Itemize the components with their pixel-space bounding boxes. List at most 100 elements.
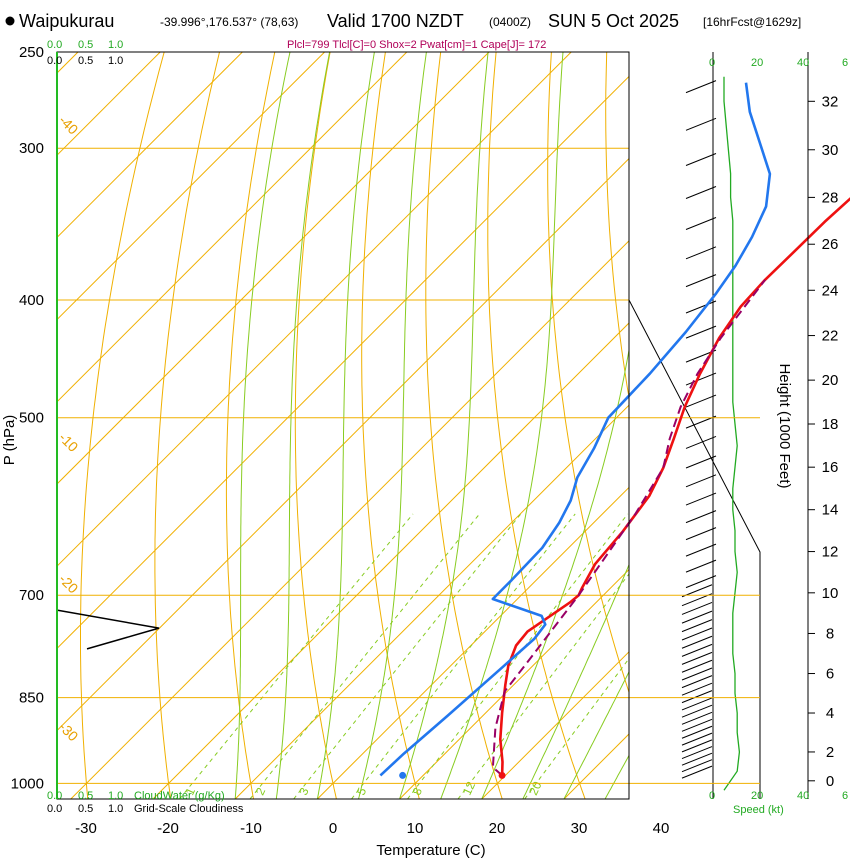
wind-barb	[685, 325, 717, 339]
overlays: 0 10 20 30	[56, 51, 850, 784]
surface-dewpoint-marker	[399, 771, 407, 779]
dry-adiabat	[80, 52, 165, 799]
height-axis-label: Height (1000 Feet)	[776, 363, 793, 488]
wind-barb	[681, 739, 713, 753]
cloudwater-tick: 1.0	[108, 790, 123, 802]
surface-temp-marker	[498, 771, 506, 779]
height-tick: 2	[826, 744, 834, 761]
wind-barb	[681, 659, 713, 673]
wind-barb	[685, 186, 717, 199]
x-tick: -10	[240, 820, 262, 837]
height-tick: 0	[826, 773, 834, 790]
isotherm-label: -20	[56, 571, 82, 597]
wind-speed-profile	[723, 76, 741, 791]
y-axis-label: P (hPa)	[1, 415, 18, 466]
mixing-ratio-label: 8	[409, 785, 425, 797]
wind-barb	[685, 274, 717, 288]
height-tick: 30	[822, 142, 839, 159]
height-tick: 4	[826, 705, 834, 722]
wind-barb	[685, 80, 717, 94]
cloudwater-tick: 0.5	[78, 790, 93, 802]
x-tick: 0	[329, 820, 337, 837]
pressure-tick: 1000	[11, 775, 44, 792]
wind-barb	[681, 602, 713, 615]
wind-barb	[685, 492, 717, 506]
wind-barb	[685, 527, 717, 541]
cloudwater-top-tick: 0.0	[47, 39, 62, 51]
pressure-tick: 500	[19, 410, 44, 427]
mixing-ratio-line	[457, 573, 629, 799]
mixing-ratio-label: 3	[296, 785, 312, 797]
wind-barb	[685, 455, 717, 469]
cloudwater-top-tick: 1.0	[108, 39, 123, 51]
dewpoint-line	[379, 82, 772, 777]
station-name: Waipukurau	[19, 11, 114, 31]
wind-barb	[681, 718, 713, 732]
cloudiness-label: Grid-Scale Cloudiness	[134, 803, 244, 815]
cloudiness-tick: 0.5	[78, 803, 93, 815]
x-tick: -20	[157, 820, 179, 837]
wind-barb	[681, 627, 713, 641]
isotherm-line	[317, 486, 629, 799]
isotherm-line	[57, 52, 243, 239]
cloudwater-top-tick: 0.5	[78, 39, 93, 51]
parcel-line	[491, 279, 766, 777]
height-tick: 6	[826, 666, 834, 683]
mixing-ratio-label: 12	[460, 779, 478, 797]
x-tick: 20	[489, 820, 506, 837]
wind-barb	[681, 746, 713, 760]
x-tick: 10	[407, 820, 424, 837]
dry-adiabat	[487, 52, 586, 799]
height-tick: 32	[822, 93, 839, 110]
mixing-ratio-label: 2	[253, 785, 269, 797]
wind-barb	[681, 667, 713, 681]
temperature-line	[498, 197, 850, 776]
station-dot	[5, 16, 15, 26]
isotherm-line	[57, 52, 572, 567]
x-axis-ticks: -30 -20 -10 0 10 20 30 40	[75, 820, 669, 837]
height-tick: 26	[822, 236, 839, 253]
speed-tick: 20	[751, 790, 763, 802]
height-tick: 22	[822, 328, 839, 345]
mixing-ratio-line	[179, 513, 414, 799]
wind-barb	[681, 643, 713, 657]
isotherm-line	[57, 52, 408, 403]
moist-adiabat	[646, 52, 850, 799]
speed-tick: 6	[842, 790, 848, 802]
isotherm-line	[481, 651, 629, 799]
height-tick: 24	[822, 282, 839, 299]
stability-indices: Plcl=799 Tlcl[C]=0 Shox=2 Pwat[cm]=1 Cap…	[287, 39, 546, 51]
height-tick: 12	[822, 544, 839, 561]
cloudwater-tick: 0.0	[47, 790, 62, 802]
pressure-tick: 250	[19, 44, 44, 61]
speed-top-tick: 40	[797, 57, 809, 69]
wind-barb	[681, 759, 713, 773]
isotherm-line	[646, 52, 850, 799]
pressure-tick: 300	[19, 140, 44, 157]
wind-barb	[685, 300, 717, 314]
mixing-ratio-line	[293, 513, 522, 799]
isotherm-line	[57, 52, 325, 321]
zulu-time: (0400Z)	[489, 15, 531, 29]
wind-barb	[681, 651, 713, 665]
x-tick: 40	[653, 820, 670, 837]
dry-adiabat	[294, 52, 337, 799]
pressure-ticks: 250 300 400 500 700 850 1000	[11, 44, 44, 792]
valid-date: SUN 5 Oct 2025	[548, 11, 679, 31]
moist-adiabat	[440, 52, 564, 799]
wind-barb	[681, 725, 713, 739]
top-scales: 0.0 0.5 1.0 0.0 0.5 1.0 0 20 40 6	[47, 39, 848, 69]
moist-adiabat	[522, 563, 629, 799]
moist-adiabat	[399, 52, 489, 799]
cloudiness-top-tick: 0.0	[47, 55, 62, 67]
speed-top-tick: 0	[709, 57, 715, 69]
speed-label: Speed (kt)	[733, 804, 784, 816]
wind-barb	[685, 217, 717, 230]
wind-barb	[681, 765, 713, 779]
isotherm-line	[57, 157, 629, 732]
moist-adiabat	[234, 52, 291, 799]
cloudiness-profile	[56, 609, 160, 650]
pressure-tick: 850	[19, 690, 44, 707]
isotherm-label: -10	[56, 429, 82, 455]
